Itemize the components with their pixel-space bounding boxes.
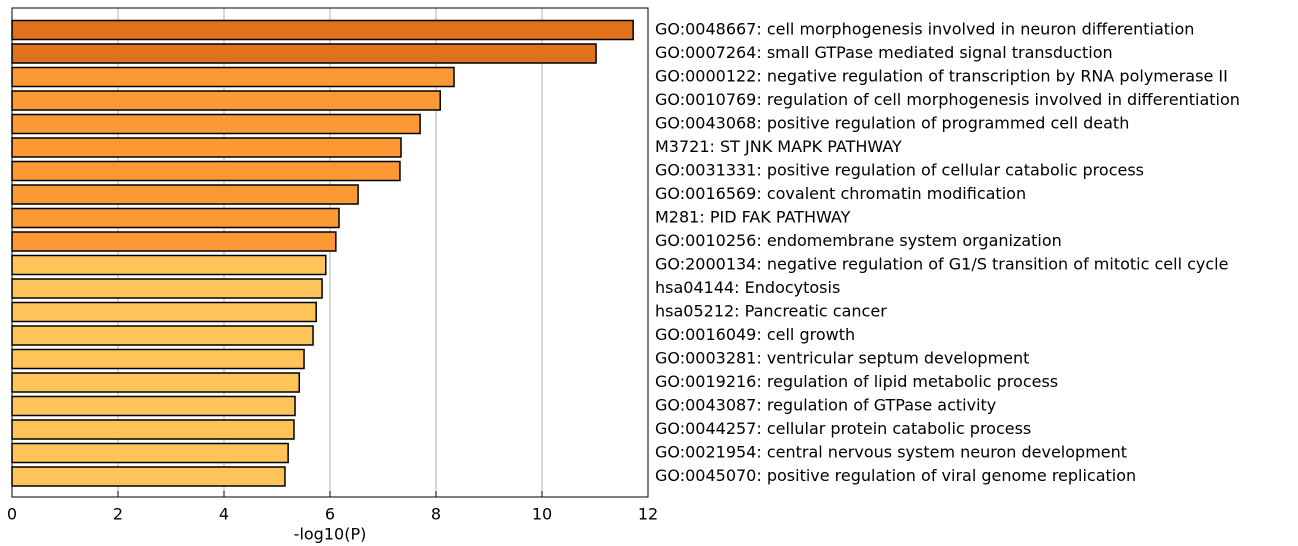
bar bbox=[11, 66, 455, 88]
y-tick-label: GO:0010256: endomembrane system organiza… bbox=[655, 231, 1062, 250]
bar bbox=[11, 442, 289, 464]
bar bbox=[11, 325, 314, 346]
y-tick-label: GO:0007264: small GTPase mediated signal… bbox=[655, 43, 1113, 62]
y-tick-label: GO:0000122: negative regulation of trans… bbox=[655, 67, 1228, 86]
x-tick-label: 12 bbox=[638, 505, 658, 524]
y-tick-label: GO:0019216: regulation of lipid metaboli… bbox=[655, 372, 1058, 391]
y-tick-label: GO:0044257: cellular protein catabolic p… bbox=[655, 419, 1031, 438]
bar bbox=[11, 43, 597, 64]
bar bbox=[11, 254, 327, 276]
y-tick-label: GO:0003281: ventricular septum developme… bbox=[655, 349, 1029, 368]
plot-frame bbox=[11, 7, 649, 498]
bar bbox=[11, 278, 323, 299]
bar bbox=[11, 90, 441, 111]
x-tick-label: 4 bbox=[219, 505, 229, 524]
bar bbox=[11, 301, 317, 323]
x-tick-label: 6 bbox=[325, 505, 335, 524]
x-axis-label: -log10(P) bbox=[294, 525, 367, 544]
x-tick-label: 0 bbox=[7, 505, 17, 524]
bar bbox=[11, 113, 421, 135]
y-tick-label: GO:0031331: positive regulation of cellu… bbox=[655, 161, 1144, 180]
bar bbox=[11, 395, 296, 417]
y-tick-label: hsa04144: Endocytosis bbox=[655, 278, 840, 297]
y-tick-label: GO:0043087: regulation of GTPase activit… bbox=[655, 396, 996, 415]
bar bbox=[11, 207, 340, 229]
bar bbox=[11, 137, 402, 158]
x-tick-label: 10 bbox=[532, 505, 552, 524]
bar bbox=[11, 19, 634, 41]
bar bbox=[11, 466, 286, 487]
bar bbox=[11, 419, 295, 440]
y-tick-label: GO:0043068: positive regulation of progr… bbox=[655, 114, 1129, 133]
bar bbox=[11, 348, 305, 370]
x-tick-label: 8 bbox=[431, 505, 441, 524]
bar bbox=[11, 372, 301, 393]
bar bbox=[11, 231, 337, 252]
bar bbox=[11, 160, 401, 182]
y-tick-label: GO:0016049: cell growth bbox=[655, 325, 855, 344]
y-tick-label: GO:0016569: covalent chromatin modificat… bbox=[655, 184, 1026, 203]
y-tick-label: M281: PID FAK PATHWAY bbox=[655, 208, 851, 227]
y-tick-label: M3721: ST JNK MAPK PATHWAY bbox=[655, 137, 902, 156]
y-tick-label: GO:0010769: regulation of cell morphogen… bbox=[655, 90, 1240, 109]
bar bbox=[11, 184, 359, 205]
x-tick-label: 2 bbox=[113, 505, 123, 524]
y-tick-label: GO:0045070: positive regulation of viral… bbox=[655, 466, 1136, 485]
y-tick-label: GO:0048667: cell morphogenesis involved … bbox=[655, 20, 1194, 39]
y-tick-label: GO:0021954: central nervous system neuro… bbox=[655, 443, 1127, 462]
y-tick-label: hsa05212: Pancreatic cancer bbox=[655, 302, 887, 321]
y-tick-label: GO:2000134: negative regulation of G1/S … bbox=[655, 255, 1228, 274]
